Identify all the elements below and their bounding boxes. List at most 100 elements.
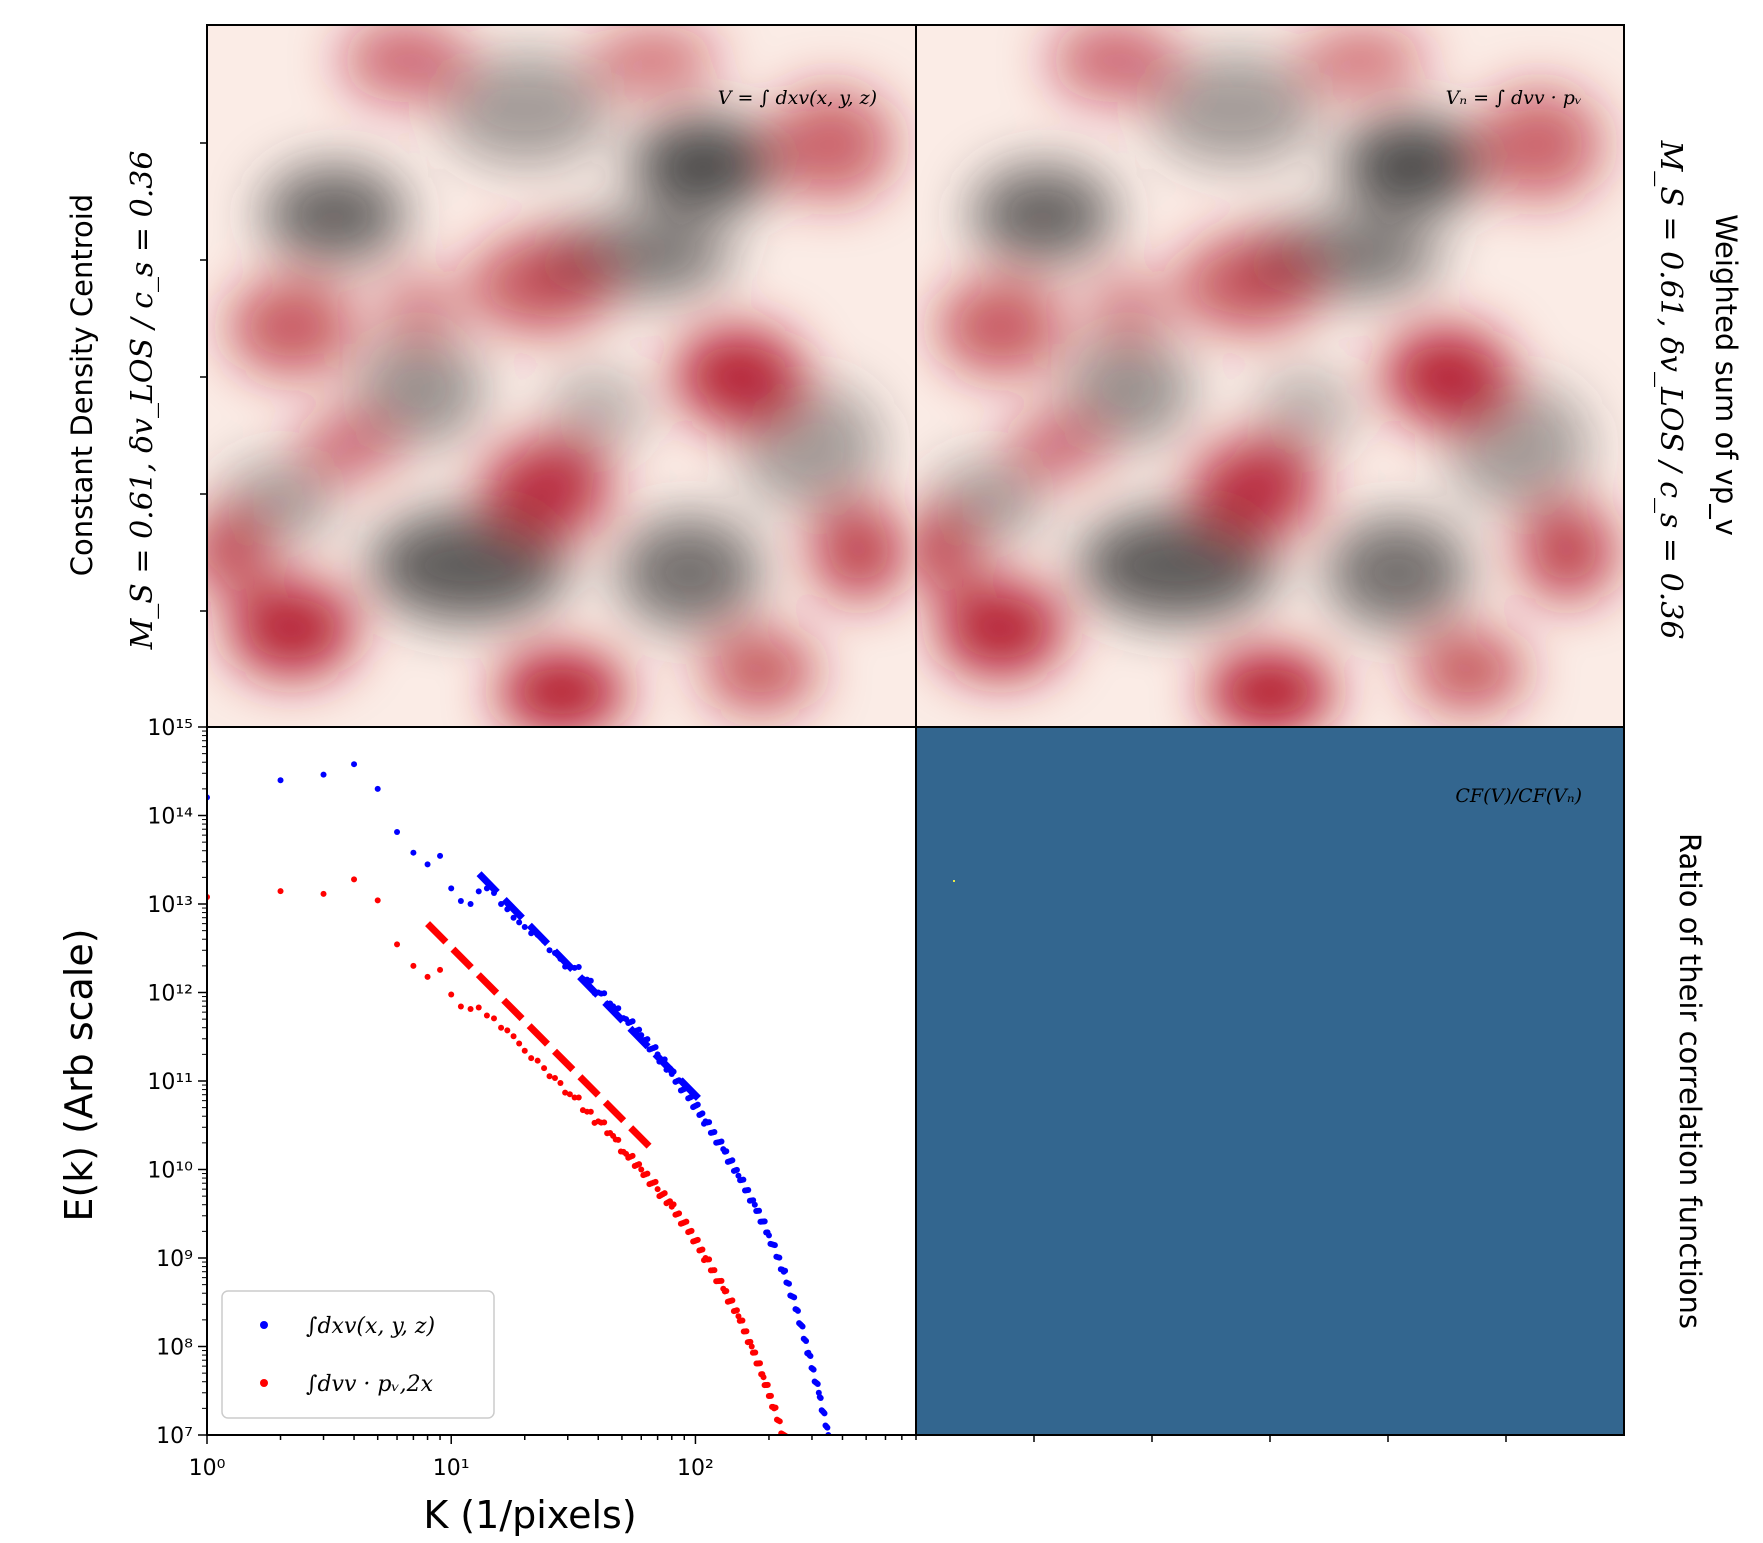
red-point	[467, 1006, 474, 1013]
ratio-map-speck	[953, 880, 955, 882]
red-point	[601, 1119, 608, 1126]
blue-point	[562, 963, 569, 970]
x-tick-label: 10¹	[433, 1456, 470, 1481]
blue-point	[410, 849, 417, 856]
red-structure-16	[1411, 628, 1525, 713]
blue-point	[320, 771, 327, 778]
blue-point	[541, 938, 548, 945]
red-point	[636, 1161, 643, 1168]
red-point	[320, 890, 327, 897]
red-structure-16	[703, 628, 817, 713]
red-point	[676, 1210, 683, 1217]
red-point	[424, 973, 431, 980]
blue-point	[644, 1036, 651, 1043]
gray-structure-4	[355, 333, 484, 447]
red-structure-12	[1177, 235, 1320, 334]
red-point	[587, 1108, 594, 1115]
red-point	[483, 1012, 490, 1019]
red-point	[756, 1360, 763, 1367]
red-structure-19	[1517, 502, 1617, 601]
blue-point	[761, 1218, 768, 1225]
ratio-side-label: Ratio of their correlation functions	[1673, 833, 1707, 1329]
red-point	[752, 1349, 759, 1356]
red-point	[490, 1015, 497, 1022]
blue-point	[510, 914, 517, 921]
red-point	[277, 888, 284, 895]
red-point	[683, 1218, 690, 1225]
blue-point	[351, 761, 358, 768]
blue-point	[467, 901, 474, 907]
red-point	[688, 1227, 695, 1234]
red-structure-12	[469, 235, 612, 334]
ratio-map-fill	[916, 727, 1624, 1435]
red-point	[654, 1186, 661, 1193]
red-structure-17	[1475, 88, 1603, 201]
data-points	[207, 761, 832, 1452]
y-tick-label: 10⁹	[156, 1247, 193, 1272]
blue-point	[771, 1242, 778, 1249]
red-point	[767, 1392, 774, 1399]
top-right-annotation: Vₙ = ∫ dvv · pᵥ	[1446, 87, 1582, 109]
blue-point	[785, 1280, 792, 1287]
blue-point	[821, 1410, 828, 1417]
blue-point	[733, 1166, 740, 1173]
red-point	[516, 1040, 523, 1047]
blue-point	[490, 890, 497, 897]
red-point	[510, 1033, 517, 1040]
blue-point	[629, 1018, 636, 1025]
blue-point	[711, 1129, 718, 1136]
gray-structure-6	[1078, 509, 1278, 622]
red-point	[410, 962, 417, 969]
y-axis-title: E(k) (Arb scale)	[57, 928, 101, 1221]
red-point	[541, 1065, 548, 1072]
red-point	[723, 1288, 730, 1295]
red-structure-13	[1192, 439, 1320, 538]
red-point	[504, 1027, 511, 1034]
red-structure-21	[377, 270, 463, 341]
blue-point	[557, 955, 564, 962]
gray-structure-4	[1064, 333, 1193, 447]
red-structure-10	[674, 326, 803, 426]
blue-point	[615, 1005, 622, 1012]
blue-point	[498, 901, 505, 907]
red-point	[652, 1178, 659, 1185]
y-tick-label: 10¹²	[147, 982, 193, 1007]
red-point	[706, 1256, 713, 1263]
blue-point	[791, 1294, 798, 1301]
red-point	[760, 1374, 767, 1381]
y-tick-label: 10¹⁴	[147, 805, 193, 830]
red-point	[521, 1047, 528, 1054]
gray-structure-6	[370, 509, 569, 622]
red-point	[562, 1089, 569, 1096]
blue-point	[551, 949, 558, 956]
y-tick-label: 10¹⁵	[147, 716, 193, 741]
red-structure-14	[937, 579, 1065, 678]
blue-point	[729, 1157, 736, 1164]
x-tick-label: 10⁰	[189, 1456, 226, 1481]
legend: ∫dxv(x, y, z) ∫dvv · pᵥ,2x	[221, 1290, 495, 1419]
gray-structure-7	[618, 516, 761, 629]
red-point	[711, 1267, 718, 1274]
blue-point	[587, 977, 594, 984]
fit-line-red	[425, 921, 653, 1150]
gray-structure-2	[972, 165, 1115, 264]
red-point	[575, 1094, 582, 1101]
red-point	[776, 1418, 783, 1425]
red-structure-10	[1383, 326, 1511, 426]
red-point	[772, 1404, 779, 1411]
red-structure-13	[483, 439, 612, 538]
blue-point	[521, 923, 528, 930]
blue-point	[424, 861, 431, 868]
red-point	[546, 1073, 553, 1080]
red-point	[661, 1190, 668, 1197]
blue-point	[546, 947, 553, 954]
red-point	[351, 876, 358, 883]
red-point	[785, 1446, 791, 1452]
right-label-line1: Weighted sum of vp_v	[1709, 214, 1743, 536]
blue-point	[448, 885, 455, 892]
red-point	[748, 1343, 755, 1350]
blue-point	[504, 906, 511, 913]
blue-point	[765, 1232, 772, 1239]
red-point	[747, 1338, 754, 1345]
